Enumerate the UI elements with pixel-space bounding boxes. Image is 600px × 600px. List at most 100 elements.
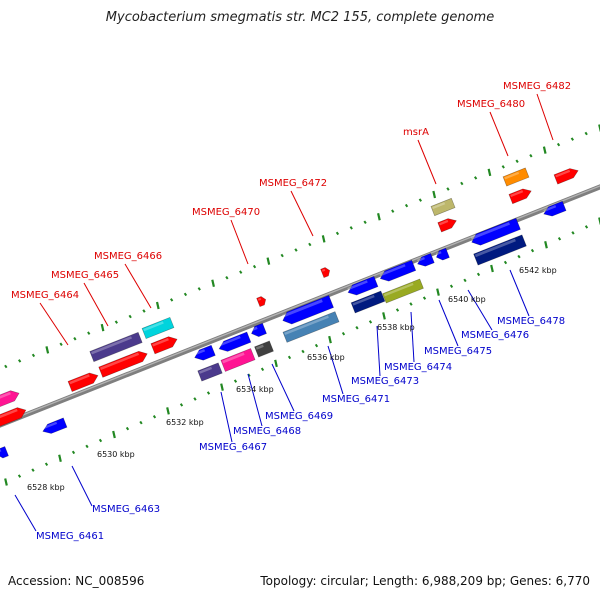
major-tick [544, 240, 548, 249]
gene-msmeg-6467[interactable] [197, 362, 223, 382]
gene-cyan-fwd[interactable] [141, 316, 175, 340]
gene-msmeg-6476[interactable] [470, 217, 521, 248]
gene-label-msmeg-6472[interactable]: MSMEG_6472 [259, 178, 327, 189]
leader-msmeg-6469 [271, 363, 295, 412]
major-tick [598, 124, 600, 132]
gene-label-msmeg-6474[interactable]: MSMEG_6474 [384, 362, 452, 373]
genome-backbone [0, 184, 600, 428]
minor-tick [409, 302, 413, 306]
major-tick [58, 454, 62, 463]
leader-msmeg-6464 [39, 302, 69, 346]
gene-msmeg-6469[interactable] [254, 340, 274, 358]
minor-tick [529, 153, 533, 158]
gene-blue-b[interactable] [217, 331, 252, 354]
major-tick [220, 383, 224, 391]
gene-label-msmeg-6473[interactable]: MSMEG_6473 [351, 376, 419, 387]
minor-tick [501, 165, 505, 169]
gene-blue-a[interactable] [193, 344, 216, 363]
gene-msmeg-6473[interactable] [350, 290, 386, 314]
minor-tick [395, 308, 400, 312]
gene-msmeg-6474[interactable] [382, 278, 424, 304]
major-tick [112, 430, 116, 439]
gene-label-msmeg-6475[interactable]: MSMEG_6475 [424, 346, 492, 357]
gene-label-msmeg-6468[interactable]: MSMEG_6468 [233, 426, 301, 437]
gene-blue-small-left[interactable] [41, 417, 68, 436]
gene-msmeg-6468[interactable] [220, 348, 256, 372]
gene-orange-fwd[interactable] [502, 167, 530, 187]
gene-red-left[interactable] [0, 405, 28, 428]
gene-label-msmeg-6482[interactable]: MSMEG_6482 [503, 81, 571, 92]
gene-msmeg-6471[interactable] [280, 294, 334, 326]
minor-tick [87, 331, 91, 335]
minor-tick [59, 342, 63, 347]
major-tick [155, 301, 160, 310]
gene-blue-e[interactable] [378, 259, 417, 283]
gene-msmeg-6478[interactable] [473, 234, 527, 266]
major-tick [266, 257, 271, 265]
gene-msmeg-6472[interactable] [320, 266, 332, 279]
gene-label-msmeg-6465[interactable]: MSMEG_6465 [51, 270, 119, 281]
leader-msmeg-6468 [247, 373, 263, 427]
gene-khaki-fwd[interactable] [430, 197, 456, 217]
gene-msmeg-6465[interactable] [98, 349, 150, 378]
minor-tick [197, 287, 201, 291]
gene-blue-h[interactable] [542, 200, 567, 218]
gene-label-msmeg-6478[interactable]: MSMEG_6478 [497, 316, 565, 327]
gene-msmeg-6482[interactable] [553, 166, 580, 185]
minor-tick [71, 450, 76, 455]
gene-blue-d[interactable] [346, 275, 379, 297]
minor-tick [73, 336, 77, 341]
minor-tick [4, 364, 8, 369]
minor-tick [446, 187, 450, 191]
minor-tick [252, 264, 257, 269]
minor-tick [314, 343, 319, 348]
gene-blue-g[interactable] [435, 247, 450, 262]
leader-msmeg-6470 [230, 219, 249, 265]
gene-label-msmeg-6480[interactable]: MSMEG_6480 [457, 99, 525, 110]
minor-tick [301, 349, 305, 354]
gene-purple-fwd[interactable] [89, 331, 143, 363]
leader-msra [417, 139, 437, 185]
scale-label-6532: 6532 kbp [166, 418, 204, 427]
major-tick [382, 312, 386, 320]
gene-blue-f[interactable] [416, 253, 435, 268]
gene-msmeg-6466[interactable] [150, 334, 179, 355]
scale-label-6530: 6530 kbp [97, 450, 135, 459]
minor-tick [556, 142, 561, 147]
minor-tick [139, 420, 143, 425]
minor-tick [404, 203, 409, 208]
major-tick [490, 264, 494, 273]
minor-tick [515, 159, 519, 164]
forward-ticks [4, 124, 600, 369]
gene-pink-left[interactable] [0, 388, 21, 409]
major-tick [542, 146, 547, 154]
gene-label-msmeg-6463[interactable]: MSMEG_6463 [92, 504, 160, 515]
scale-label-6542: 6542 kbp [519, 266, 557, 275]
gene-steel-inner[interactable] [282, 311, 340, 343]
minor-tick [418, 198, 422, 202]
gene-msra[interactable] [437, 216, 458, 233]
leader-msmeg-6474 [410, 311, 415, 363]
gene-blue-c[interactable] [249, 322, 267, 338]
scale-label-6540: 6540 kbp [448, 295, 486, 304]
leader-msmeg-6475 [438, 299, 459, 347]
minor-tick [422, 296, 427, 300]
leader-msmeg-6461 [14, 494, 37, 532]
gene-label-msmeg-6466[interactable]: MSMEG_6466 [94, 251, 162, 262]
gene-label-msmeg-6471[interactable]: MSMEG_6471 [322, 394, 390, 405]
gene-label-msmeg-6467[interactable]: MSMEG_6467 [199, 442, 267, 453]
gene-label-msmeg-6470[interactable]: MSMEG_6470 [192, 207, 260, 218]
gene-label-msmeg-6464[interactable]: MSMEG_6464 [11, 290, 79, 301]
gene-label-msra[interactable]: msrA [403, 127, 429, 138]
gene-msmeg-6464[interactable] [67, 370, 100, 393]
gene-label-msmeg-6461[interactable]: MSMEG_6461 [36, 531, 104, 542]
leader-msmeg-6480 [489, 111, 509, 157]
gene-label-msmeg-6476[interactable]: MSMEG_6476 [461, 330, 529, 341]
leader-msmeg-6476 [467, 289, 493, 331]
gene-label-msmeg-6469[interactable]: MSMEG_6469 [265, 411, 333, 422]
gene-msmeg-6470[interactable] [256, 295, 268, 308]
minor-tick [517, 254, 521, 259]
gene-msmeg-6480[interactable] [508, 186, 533, 205]
minor-tick [98, 438, 103, 443]
gene-blue-edge[interactable] [0, 446, 9, 460]
